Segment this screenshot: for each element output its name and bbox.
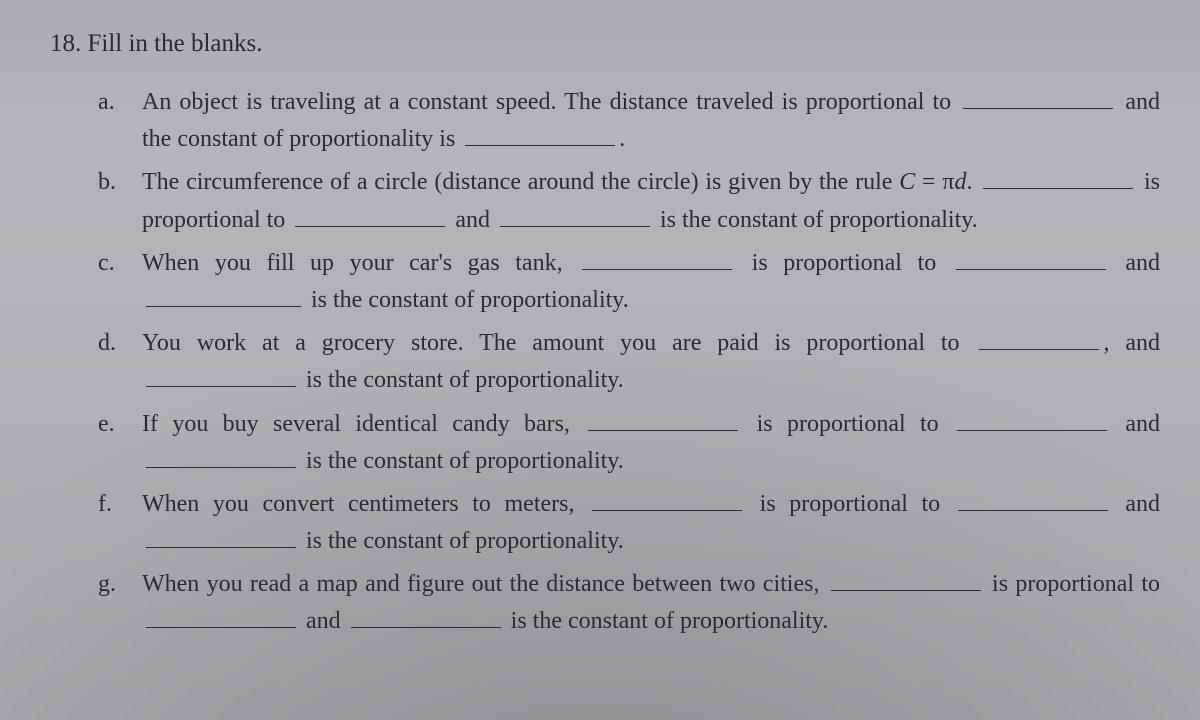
fill-blank[interactable] <box>465 122 615 146</box>
text-run: and <box>300 608 347 634</box>
text-run: is the constant of proportionality. <box>300 367 624 393</box>
italic-run: d <box>954 169 966 195</box>
part-item: b. The circumference of a circle (distanc… <box>98 164 1160 238</box>
fill-blank[interactable] <box>831 567 981 591</box>
part-item: f. When you convert centimeters to meters… <box>98 486 1160 560</box>
fill-blank[interactable] <box>351 604 501 628</box>
fill-blank[interactable] <box>957 407 1107 431</box>
fill-blank[interactable] <box>958 487 1108 511</box>
fill-blank[interactable] <box>592 487 742 511</box>
text-run: = π <box>915 169 954 195</box>
parts-list: a. An object is traveling at a constant s… <box>50 84 1160 641</box>
part-letter: f. <box>98 486 128 523</box>
part-letter: g. <box>98 566 128 603</box>
text-run: When you fill up your car's gas tank, <box>142 250 578 276</box>
part-item: g. When you read a map and figure out the… <box>98 566 1160 640</box>
text-run: The circumference of a circle (distance … <box>142 169 899 195</box>
text-run: is proportional to <box>736 250 952 276</box>
fill-blank[interactable] <box>295 203 445 227</box>
text-run: . <box>619 126 625 152</box>
fill-blank[interactable] <box>146 604 296 628</box>
text-run: and <box>1111 411 1160 437</box>
part-letter: a. <box>98 84 128 121</box>
question-text: Fill in the blanks. <box>88 30 263 57</box>
fill-blank[interactable] <box>979 326 1099 350</box>
text-run: and <box>449 207 496 233</box>
text-run: is proportional to <box>742 411 953 437</box>
fill-blank[interactable] <box>146 524 296 548</box>
text-run: An object is traveling at a constant spe… <box>142 89 959 115</box>
text-run: . <box>966 169 979 195</box>
part-item: c.When you fill up your car's gas tank, … <box>98 245 1160 319</box>
text-run: is the constant of proportionality. <box>654 207 978 233</box>
text-run: You work at a grocery store. The amount … <box>142 330 975 356</box>
part-item: a. An object is traveling at a constant s… <box>98 84 1160 158</box>
part-letter: b. <box>98 164 128 201</box>
part-item: d. You work at a grocery store. The amoun… <box>98 325 1160 399</box>
fill-blank[interactable] <box>963 85 1113 109</box>
italic-run: C <box>899 169 915 195</box>
text-run: is the constant of proportionality. <box>305 287 629 313</box>
part-letter: c. <box>98 245 128 282</box>
text-run: When you convert centimeters to meters, <box>142 491 588 517</box>
text-run: is the constant of proportionality. <box>505 608 829 634</box>
fill-blank[interactable] <box>983 165 1133 189</box>
question-number: 18. <box>50 30 81 57</box>
fill-blank[interactable] <box>146 363 296 387</box>
fill-blank[interactable] <box>146 444 296 468</box>
fill-blank[interactable] <box>582 246 732 270</box>
text-run: is proportional to <box>746 491 954 517</box>
text-run: and <box>1112 491 1160 517</box>
text-run: is the constant of proportionality. <box>300 528 624 554</box>
fill-blank[interactable] <box>146 283 301 307</box>
text-run: When you read a map and figure out the d… <box>142 571 827 597</box>
text-run: , and <box>1103 330 1160 356</box>
question-stem: 18. Fill in the blanks. <box>50 30 1160 58</box>
text-run: If you buy several identical candy bars, <box>142 411 584 437</box>
fill-blank[interactable] <box>588 407 738 431</box>
fill-blank[interactable] <box>956 246 1106 270</box>
text-run: is proportional to <box>985 571 1160 597</box>
part-letter: e. <box>98 406 128 443</box>
fill-blank[interactable] <box>500 203 650 227</box>
part-item: e. If you buy several identical candy bar… <box>98 406 1160 480</box>
part-letter: d. <box>98 325 128 362</box>
text-run: and <box>1110 250 1160 276</box>
text-run: is the constant of proportionality. <box>300 448 624 474</box>
